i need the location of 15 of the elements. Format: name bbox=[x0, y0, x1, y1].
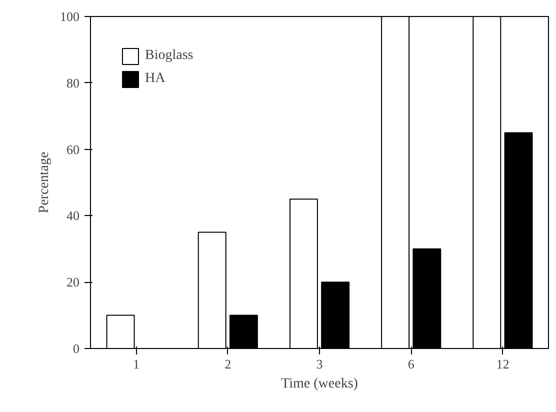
y-tick-label: 60 bbox=[66, 142, 80, 157]
y-tick-label: 20 bbox=[66, 274, 80, 290]
x-axis-title: Time (weeks) bbox=[281, 376, 358, 392]
x-tick-label: 1 bbox=[133, 356, 140, 372]
legend-label: HA bbox=[145, 71, 166, 87]
x-tick-label: 3 bbox=[316, 356, 323, 372]
y-tick-label: 80 bbox=[66, 75, 80, 90]
y-tick-label: 100 bbox=[60, 9, 80, 24]
y-axis-title: Percentage bbox=[37, 152, 52, 214]
y-tick-label: 40 bbox=[66, 208, 80, 224]
y-tick-label: 0 bbox=[73, 341, 80, 356]
x-tick-label: 2 bbox=[224, 356, 232, 372]
legend-label: Bioglass bbox=[145, 48, 194, 64]
x-tick-label: 12 bbox=[496, 356, 510, 372]
x-tick-label: 6 bbox=[408, 356, 415, 372]
